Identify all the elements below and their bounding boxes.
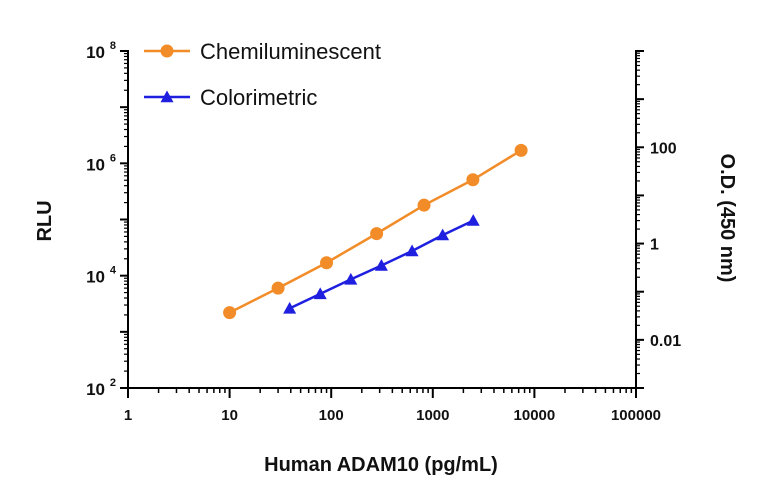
data-point: [313, 287, 327, 300]
data-point: [283, 301, 297, 314]
y-tick-label: 10: [86, 268, 105, 287]
data-point: [417, 198, 431, 212]
legend-label: Chemiluminescent: [200, 39, 381, 64]
y-tick-label: 10: [86, 155, 105, 174]
y2-tick-label: 100: [650, 140, 677, 157]
data-point: [374, 259, 388, 271]
y-tick-exponent: 4: [110, 265, 117, 277]
legend-marker: [160, 44, 174, 58]
legend-marker: [160, 90, 174, 103]
y-tick-label: 10: [86, 380, 105, 399]
data-point: [344, 272, 358, 285]
data-point: [436, 228, 450, 241]
y2-axis-title: O.D. (450 nm): [716, 154, 738, 283]
x-tick-label: 10000: [514, 407, 556, 424]
data-point: [405, 244, 419, 257]
series-layer: [223, 143, 528, 320]
y2-tick-label: 0.01: [650, 333, 681, 350]
y2-tick-label: 1: [650, 237, 659, 254]
data-point: [514, 143, 528, 157]
x-tick-label: 100: [319, 407, 344, 424]
data-point: [320, 256, 334, 270]
y-tick-exponent: 6: [110, 152, 116, 164]
series-1: [283, 214, 480, 314]
data-point: [370, 227, 384, 241]
x-tick-label: 10: [221, 407, 238, 424]
data-point: [223, 306, 237, 320]
legend-label: Colorimetric: [200, 85, 317, 110]
y-tick-label: 10: [86, 43, 105, 62]
data-point: [466, 173, 480, 187]
series-0: [223, 143, 528, 320]
axes: 1 10 100 1000 10000 100000 10 2 10 4 10 6 10 8 0.01 1 10…: [86, 40, 681, 424]
y-tick-exponent: 8: [110, 40, 116, 52]
x-axis-title: Human ADAM10 (pg/mL): [264, 454, 498, 476]
x-tick-label: 100000: [611, 407, 661, 424]
data-point: [466, 214, 480, 226]
legend: Chemiluminescent Colorimetric: [144, 39, 381, 110]
y-tick-exponent: 2: [110, 377, 116, 389]
x-tick-label: 1000: [416, 407, 449, 424]
data-point: [271, 281, 285, 295]
x-tick-label: 1: [124, 407, 132, 424]
y-axis-title: RLU: [34, 200, 56, 241]
